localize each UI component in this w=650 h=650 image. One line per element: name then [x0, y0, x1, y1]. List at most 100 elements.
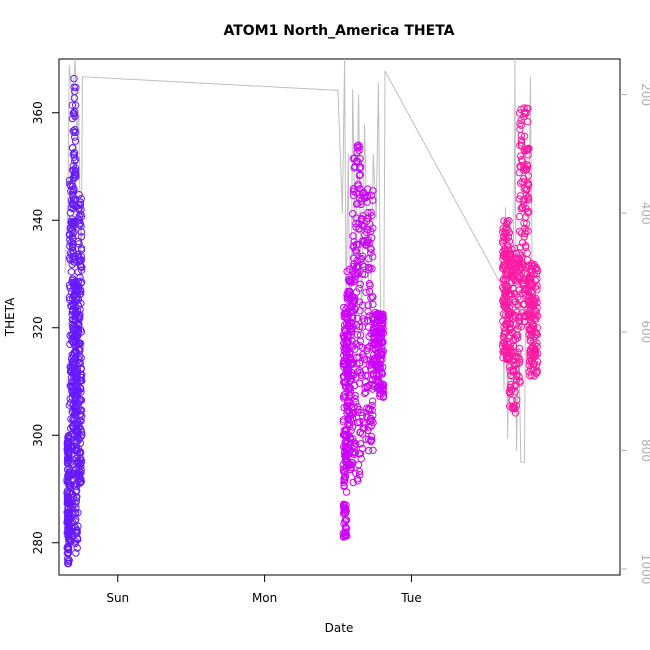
data-point: [68, 243, 77, 252]
data-point: [349, 410, 358, 418]
data-point: [507, 257, 516, 265]
data-point: [345, 358, 353, 366]
data-point: [77, 459, 85, 467]
data-point: [354, 477, 362, 485]
data-point: [367, 432, 376, 441]
data-point: [343, 339, 351, 348]
data-point: [343, 444, 352, 452]
data-point: [374, 383, 382, 392]
data-point: [515, 313, 523, 321]
data-point: [74, 470, 83, 479]
data-point: [525, 301, 534, 309]
data-point: [65, 440, 74, 448]
data-point: [364, 301, 372, 309]
data-point: [351, 442, 359, 451]
data-point: [508, 396, 516, 404]
data-point: [523, 249, 531, 257]
data-point: [344, 333, 352, 341]
data-point: [505, 311, 513, 320]
data-point: [502, 225, 510, 233]
data-point: [372, 329, 380, 337]
data-point: [369, 224, 377, 232]
data-point: [528, 287, 536, 295]
data-point: [524, 151, 532, 159]
y-tick-label: 280: [31, 531, 45, 554]
data-point: [63, 555, 72, 563]
data-point: [72, 549, 80, 557]
data-point: [76, 326, 85, 334]
data-point: [340, 528, 349, 536]
data-point: [75, 204, 83, 213]
data-point: [354, 408, 362, 416]
data-point: [530, 311, 538, 319]
data-point: [363, 412, 371, 420]
x-axis: Sun Mon Tue: [106, 575, 422, 605]
data-point: [372, 318, 380, 326]
data-point: [351, 345, 359, 353]
data-point: [373, 360, 381, 369]
data-point: [340, 481, 348, 490]
data-point: [527, 260, 535, 268]
y-tick-label: 320: [31, 316, 45, 339]
data-point: [339, 359, 348, 367]
data-point: [342, 488, 351, 496]
data-point: [77, 354, 85, 362]
data-point: [367, 294, 375, 302]
data-point: [365, 423, 373, 431]
data-point: [65, 556, 73, 564]
data-point: [367, 415, 375, 423]
data-point: [69, 127, 77, 135]
data-point: [367, 208, 375, 217]
data-point: [77, 213, 86, 221]
data-point: [530, 332, 538, 341]
data-point: [70, 148, 79, 157]
data-point: [369, 187, 377, 195]
data-point: [73, 526, 81, 534]
data-point: [520, 132, 529, 141]
data-point: [515, 195, 523, 203]
x-tick-label: Sun: [106, 591, 129, 605]
data-point: [71, 510, 80, 518]
data-point: [352, 469, 360, 477]
data-point: [359, 315, 367, 323]
y-axis-left: 280 300 320 340 360: [31, 101, 59, 554]
data-point: [531, 314, 539, 322]
data-point: [74, 429, 82, 437]
data-point: [364, 372, 372, 380]
data-point: [75, 397, 84, 405]
data-point: [516, 120, 524, 128]
data-point: [530, 297, 538, 305]
data-point: [525, 357, 534, 366]
data-point: [69, 229, 77, 237]
data-point: [364, 236, 373, 245]
data-point: [342, 501, 350, 509]
data-point: [511, 297, 520, 306]
data-point: [369, 300, 377, 309]
data-point: [69, 162, 78, 170]
y-tick-label: 360: [31, 101, 45, 124]
data-point: [499, 224, 507, 233]
data-point: [74, 237, 83, 246]
data-point: [75, 448, 84, 457]
scatter-series-1: [63, 74, 86, 568]
data-point: [340, 478, 348, 487]
data-point: [526, 345, 535, 353]
data-point: [76, 346, 84, 355]
data-point: [73, 544, 81, 552]
data-point: [361, 389, 369, 398]
data-point: [533, 312, 542, 320]
data-point: [522, 204, 530, 213]
data-point: [68, 225, 77, 233]
data-point: [358, 220, 366, 229]
data-point: [377, 350, 386, 359]
data-point: [72, 515, 80, 523]
data-point: [64, 545, 73, 554]
data-point: [524, 179, 532, 187]
data-point: [349, 478, 357, 487]
x-axis-title: Date: [325, 621, 354, 635]
data-point: [77, 279, 85, 287]
scatter-series-3: [498, 104, 542, 417]
data-point: [69, 109, 78, 117]
data-point: [351, 395, 359, 403]
data-point: [379, 363, 387, 371]
